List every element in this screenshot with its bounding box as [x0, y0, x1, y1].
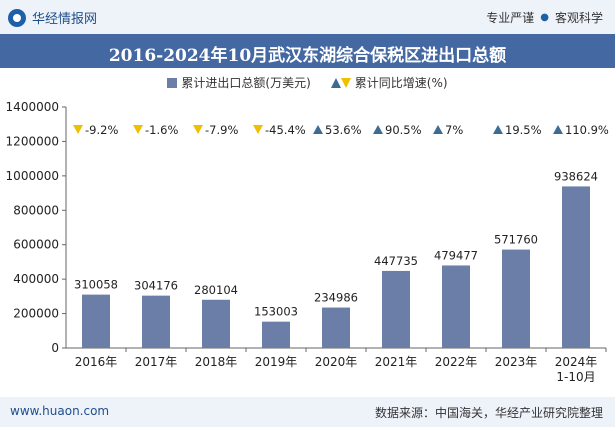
x-tick-label: 2019年	[255, 355, 298, 369]
footer-source: 数据来源：中国海关，华经产业研究院整理	[374, 406, 603, 420]
growth-label: 90.5%	[385, 123, 422, 137]
bar	[382, 270, 410, 348]
growth-label: -45.4%	[265, 123, 306, 137]
growth-label: -9.2%	[85, 123, 118, 137]
bar-value-label: 571760	[494, 233, 538, 247]
triangle-up-down-icon	[330, 77, 351, 88]
bar-value-label: 304176	[134, 279, 178, 293]
growth-down-marker	[73, 125, 83, 134]
bar-value-label: 234986	[314, 291, 358, 305]
growth-label: -7.9%	[205, 123, 238, 137]
bar	[142, 295, 170, 348]
bar-value-label: 153003	[254, 305, 298, 319]
tagline-left: 专业严谨	[486, 11, 535, 25]
y-tick-label: 1200000	[6, 134, 59, 148]
bar	[322, 307, 350, 348]
bar	[442, 265, 470, 348]
growth-triangles-icon	[330, 77, 351, 88]
x-tick-label: 2020年	[315, 355, 358, 369]
growth-up-marker	[373, 125, 383, 134]
bar-value-label: 447735	[374, 254, 418, 268]
footer: www.huaon.com 数据来源：中国海关，华经产业研究院整理	[0, 397, 615, 427]
growth-down-marker	[253, 125, 263, 134]
y-tick-label: 1000000	[6, 169, 59, 183]
x-tick-label: 2018年	[195, 355, 238, 369]
bar	[562, 186, 590, 348]
x-tick-label: 2023年	[495, 355, 538, 369]
growth-up-marker	[493, 125, 503, 134]
growth-up-marker	[553, 125, 563, 134]
logo: 华经情报网	[8, 8, 97, 27]
y-tick-label: 0	[51, 341, 59, 355]
tagline-right: 客观科学	[554, 11, 603, 25]
bar	[82, 294, 110, 348]
y-tick-label: 600000	[13, 238, 59, 252]
bullet-icon: ●	[540, 12, 549, 23]
growth-up-marker	[313, 125, 323, 134]
legend-item-bar: 累计进出口总额(万美元)	[167, 74, 311, 91]
x-tick-label: 2024年 1-10月	[555, 355, 598, 384]
footer-url[interactable]: www.huaon.com	[10, 404, 110, 418]
y-tick-label: 800000	[13, 203, 59, 217]
growth-label: 53.6%	[325, 123, 362, 137]
bar	[502, 249, 530, 348]
bar	[202, 299, 230, 348]
x-tick-label: 2021年	[375, 355, 418, 369]
growth-label: 7%	[445, 123, 463, 137]
y-tick-label: 200000	[13, 307, 59, 321]
bar-value-label: 310058	[74, 278, 118, 292]
x-tick-label: 2016年	[75, 355, 118, 369]
logo-icon	[8, 8, 26, 27]
x-tick-label: 2022年	[435, 355, 478, 369]
tagline: 专业严谨 ● 客观科学	[486, 9, 603, 26]
bar	[262, 321, 290, 348]
bar-swatch-icon	[167, 77, 178, 88]
x-tick-label: 2017年	[135, 355, 178, 369]
growth-label: 110.9%	[565, 123, 609, 137]
growth-down-marker	[133, 125, 143, 134]
legend-growth-label: 累计同比增速(%)	[354, 76, 448, 90]
bar-value-label: 280104	[194, 283, 238, 297]
legend-item-growth: 累计同比增速(%)	[330, 74, 448, 91]
bar-value-label: 938624	[554, 169, 598, 183]
growth-up-marker	[433, 125, 443, 134]
growth-down-marker	[193, 125, 203, 134]
growth-label: -1.6%	[145, 123, 178, 137]
legend-bar-label: 累计进出口总额(万美元)	[181, 76, 311, 90]
title-band: 2016-2024年10月武汉东湖综合保税区进出口总额	[0, 34, 615, 68]
legend: 累计进出口总额(万美元) 累计同比增速(%)	[0, 74, 615, 91]
y-tick-label: 1400000	[6, 100, 59, 114]
y-tick-label: 400000	[13, 272, 59, 286]
top-bar: 华经情报网 专业严谨 ● 客观科学	[0, 0, 615, 34]
chart-title: 2016-2024年10月武汉东湖综合保税区进出口总额	[108, 46, 507, 66]
bar-value-label: 479477	[434, 248, 478, 262]
site-name: 华经情报网	[32, 12, 98, 27]
growth-label: 19.5%	[505, 123, 542, 137]
chart-plot: 0 200000 400000 600000 800000 1000000 1200000 1…	[6, 100, 609, 384]
